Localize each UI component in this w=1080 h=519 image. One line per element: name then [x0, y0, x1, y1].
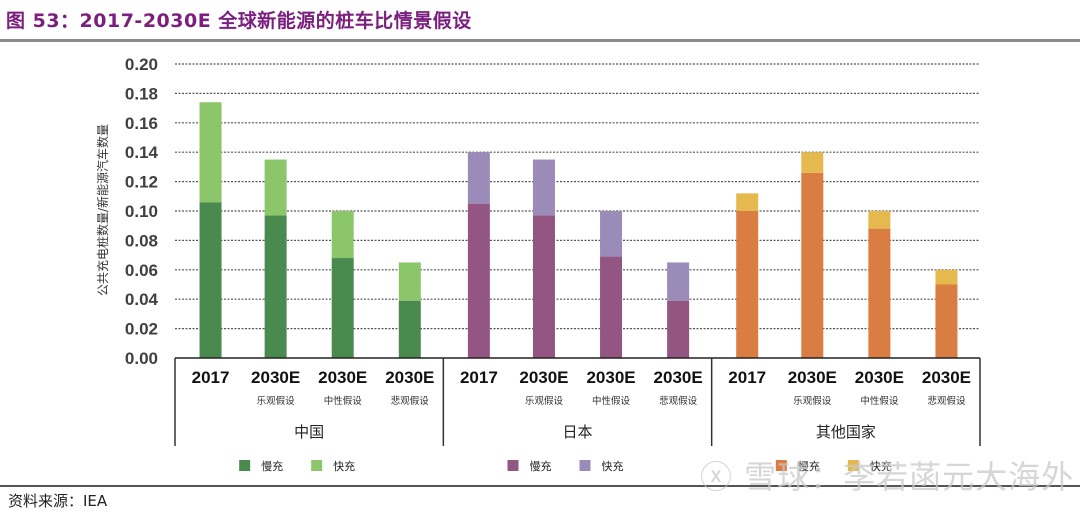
bar-slow-charge — [467, 203, 490, 358]
legend-swatch-fast — [847, 460, 859, 471]
x-category-label: 2030E — [855, 368, 904, 387]
legend-label-fast: 快充 — [333, 459, 355, 473]
bar-fast-charge — [600, 211, 623, 257]
y-axis-ticks: 0.00 0.02 0.04 0.06 0.08 0.10 0.12 0.14 0.16 0.18… — [125, 55, 159, 368]
y-tick-label: 0.04 — [125, 290, 159, 309]
bar-fast-charge — [801, 152, 824, 173]
x-category-label: 2030E — [251, 368, 300, 387]
bar-fast-charge — [264, 159, 287, 216]
y-tick-label: 0.06 — [125, 261, 158, 280]
x-scenario-label: 乐观假设 — [257, 395, 296, 407]
x-scenario-label: 中性假设 — [860, 395, 899, 407]
bars — [199, 102, 958, 358]
x-scenario-label: 中性假设 — [324, 395, 363, 407]
legend-swatch-slow — [775, 460, 787, 471]
x-category-label: 2030E — [922, 368, 971, 387]
y-tick-label: 0.12 — [125, 173, 158, 192]
bar-slow-charge — [667, 300, 690, 358]
gridlines — [175, 63, 980, 330]
x-category-label: 2017 — [460, 368, 498, 387]
legend-label-fast: 快充 — [602, 459, 624, 473]
bar-slow-charge — [532, 215, 555, 358]
y-tick-label: 0.20 — [125, 55, 158, 74]
legend-label-slow: 慢充 — [261, 459, 283, 473]
y-tick-label: 0.16 — [125, 114, 158, 133]
bar-slow-charge — [801, 172, 824, 358]
bar-slow-charge — [264, 215, 287, 358]
bar-slow-charge — [199, 202, 222, 358]
x-category-label: 2030E — [318, 368, 367, 387]
legend-swatch-fast — [579, 460, 591, 471]
legend-swatch-slow — [239, 460, 251, 471]
bar-slow-charge — [868, 228, 891, 358]
bar-slow-charge — [398, 300, 421, 358]
bar-fast-charge — [532, 159, 555, 216]
x-group-label: 其他国家 — [816, 423, 876, 441]
legend-label-fast: 快充 — [870, 459, 892, 473]
footer-divider — [0, 485, 1080, 487]
x-scenario-label: 悲观假设 — [927, 395, 966, 407]
x-category-label: 2017 — [728, 368, 766, 387]
x-scenario-label: 乐观假设 — [793, 395, 832, 407]
x-category-label: 2030E — [519, 368, 568, 387]
bar-fast-charge — [467, 152, 490, 204]
y-tick-label: 0.00 — [125, 349, 158, 368]
x-scenario-label: 悲观假设 — [391, 395, 430, 407]
bar-slow-charge — [600, 256, 623, 358]
stacked-bar-chart: 0.00 0.02 0.04 0.06 0.08 0.10 0.12 0.14 0.16 0.18… — [95, 55, 981, 473]
x-category-label: 2030E — [586, 368, 635, 387]
bar-slow-charge — [331, 258, 354, 358]
y-tick-label: 0.18 — [125, 84, 158, 103]
bar-fast-charge — [199, 102, 222, 203]
x-scenario-label: 乐观假设 — [525, 395, 564, 407]
legend: 慢充 快充 慢充 快充 慢充 快充 — [239, 459, 892, 473]
x-group-label: 日本 — [562, 423, 592, 441]
x-category-label: 2030E — [654, 368, 703, 387]
legend-swatch-slow — [507, 460, 519, 471]
bar-slow-charge — [736, 211, 759, 358]
y-tick-label: 0.08 — [125, 231, 158, 250]
x-category-label: 2030E — [788, 368, 837, 387]
y-axis-label: 公共充电桩数量/新能源汽车数量 — [95, 124, 110, 296]
legend-label-slow: 慢充 — [798, 459, 820, 473]
bar-fast-charge — [331, 211, 354, 259]
x-category-label: 2030E — [385, 368, 434, 387]
title-divider — [0, 39, 1080, 42]
y-tick-label: 0.14 — [125, 143, 159, 162]
y-tick-label: 0.10 — [125, 202, 158, 221]
bar-fast-charge — [736, 193, 759, 211]
bar-slow-charge — [935, 284, 958, 358]
legend-swatch-fast — [311, 460, 323, 471]
bar-fast-charge — [935, 269, 958, 285]
bar-fast-charge — [667, 262, 690, 301]
legend-label-slow: 慢充 — [530, 459, 552, 473]
bar-fast-charge — [868, 211, 891, 229]
y-tick-label: 0.02 — [125, 320, 158, 339]
bar-fast-charge — [398, 262, 421, 301]
figure-title: 图 53：2017-2030E 全球新能源的桩车比情景假设 — [6, 10, 472, 32]
source-note: 资料来源：IEA — [8, 492, 108, 510]
x-category-label: 2017 — [192, 368, 230, 387]
x-scenario-label: 悲观假设 — [659, 395, 698, 407]
x-scenario-label: 中性假设 — [592, 395, 631, 407]
x-group-label: 中国 — [294, 423, 324, 441]
